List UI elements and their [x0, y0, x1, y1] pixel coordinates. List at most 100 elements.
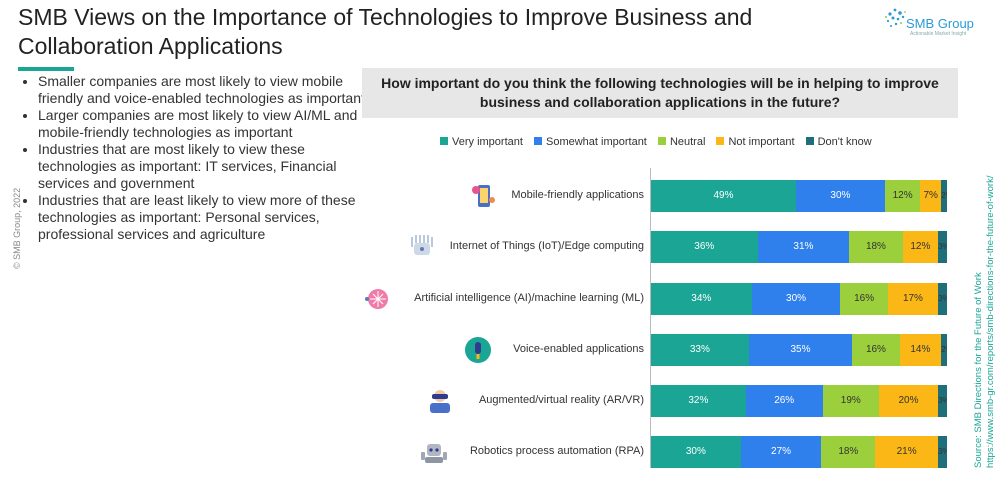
data-label: 34%	[691, 293, 712, 304]
data-label: 36%	[694, 241, 715, 252]
logo-text: SMB Group	[906, 16, 974, 31]
data-label: 16%	[865, 344, 886, 355]
bar-segment	[840, 283, 888, 315]
bullet-item: Larger companies are most likely to view…	[38, 107, 368, 141]
data-label: 32%	[688, 395, 709, 406]
bar-segment	[849, 231, 903, 263]
category-label: Voice-enabled applications	[513, 343, 644, 355]
page-title: SMB Views on the Importance of Technolog…	[18, 4, 753, 59]
vr-headset-icon	[430, 390, 450, 413]
legend-item-very-important: Very important	[440, 136, 523, 148]
legend-swatch	[805, 137, 814, 145]
data-label: 19%	[840, 395, 861, 406]
bar-segment	[938, 231, 947, 263]
data-label: 31%	[793, 241, 814, 252]
data-label: 30%	[830, 190, 851, 201]
data-label: 3%	[938, 447, 947, 456]
chart-legend: Very important Somewhat important Neutra…	[440, 136, 880, 152]
data-label: 30%	[786, 293, 807, 304]
category-label: Internet of Things (IoT)/Edge computing	[449, 240, 644, 252]
ai-brain-icon	[365, 289, 388, 309]
category-label: Augmented/virtual reality (AR/VR)	[478, 394, 644, 406]
bullet-list: Smaller companies are most likely to vie…	[20, 73, 368, 243]
legend-item-somewhat-important: Somewhat important	[533, 136, 647, 148]
bullet-item: Industries that are most likely to view …	[38, 141, 368, 192]
data-label: 20%	[898, 395, 919, 406]
bar-segment	[920, 180, 942, 212]
logo-tagline: Actionable Market Insight	[910, 31, 967, 37]
data-label: 14%	[910, 344, 931, 355]
legend-swatch	[440, 137, 448, 145]
category-label: Artificial intelligence (AI)/machine lea…	[414, 292, 644, 304]
category-axis-line	[650, 168, 651, 468]
data-label: 2%	[941, 345, 947, 354]
data-label: 12%	[910, 241, 931, 252]
bar-segment	[651, 180, 797, 212]
legend-swatch	[657, 137, 666, 145]
data-label: 26%	[774, 395, 795, 406]
legend-item-not-important: Not important	[716, 136, 795, 148]
iot-icon	[411, 235, 433, 255]
bar-segment	[899, 334, 942, 366]
legend-label: Somewhat important	[545, 136, 647, 148]
bar-segment	[941, 180, 947, 212]
legend-swatch	[716, 137, 725, 145]
bar-segment	[796, 180, 885, 212]
bar-segment	[875, 436, 939, 468]
bullet-item: Industries that are least likely to view…	[38, 192, 368, 243]
bar-segment	[941, 334, 947, 366]
title-underline	[18, 67, 74, 71]
bar-segment	[821, 436, 876, 468]
legend-item-neutral: Neutral	[657, 136, 706, 148]
bar-segment	[938, 436, 947, 468]
chart-question-box: How important do you think the following…	[362, 68, 958, 118]
bar-segment	[651, 283, 752, 315]
data-label: 49%	[713, 190, 734, 201]
robot-icon	[421, 444, 447, 463]
legend-label: Not important	[728, 136, 795, 148]
bar-segment	[748, 334, 853, 366]
data-label: 3%	[938, 242, 947, 251]
microphone-icon	[465, 337, 491, 363]
data-label: 18%	[838, 446, 859, 457]
bar-segment	[745, 385, 823, 417]
bar-segment	[822, 385, 879, 417]
data-label: 30%	[685, 446, 706, 457]
data-label: 3%	[938, 396, 947, 405]
data-label: 3%	[938, 294, 947, 303]
data-label: 12%	[892, 190, 913, 201]
source-url: https://www.smb-gr.com/reports/smb-direc…	[985, 175, 996, 468]
category-label: Robotics process automation (RPA)	[469, 445, 644, 457]
data-label: 33%	[689, 344, 710, 355]
bar-segment	[884, 180, 921, 212]
bar-segment	[757, 231, 850, 263]
legend-item-dont-know: Don't know	[805, 136, 872, 148]
bar-segment	[651, 334, 749, 366]
data-label: 16%	[854, 293, 875, 304]
mobile-app-icon	[472, 185, 495, 207]
source-label: Source: SMB Directions for the Future of…	[973, 272, 984, 468]
data-label: 18%	[865, 241, 886, 252]
bar-segment	[740, 436, 822, 468]
category-label: Mobile-friendly applications	[511, 189, 644, 201]
legend-label: Don't know	[817, 136, 872, 148]
smb-group-logo	[885, 8, 906, 27]
bar-segment	[938, 385, 947, 417]
bullet-item: Smaller companies are most likely to vie…	[38, 73, 368, 107]
bar-segment	[651, 385, 746, 417]
legend-swatch	[533, 137, 542, 145]
bar-segment	[938, 283, 947, 315]
data-label: 21%	[896, 446, 917, 457]
bar-segment	[887, 283, 939, 315]
bar-segment	[651, 436, 741, 468]
bar-segment	[852, 334, 900, 366]
legend-label: Very important	[452, 136, 523, 148]
source-citation: Source: SMB Directions for the Future of…	[973, 176, 997, 468]
legend-label: Neutral	[669, 136, 706, 148]
data-label: 7%	[923, 190, 938, 201]
data-label: 27%	[771, 446, 792, 457]
bar-segment	[878, 385, 939, 417]
data-label: 35%	[790, 344, 811, 355]
bar-segment	[751, 283, 841, 315]
chart-title: How important do you think the following…	[381, 75, 939, 110]
